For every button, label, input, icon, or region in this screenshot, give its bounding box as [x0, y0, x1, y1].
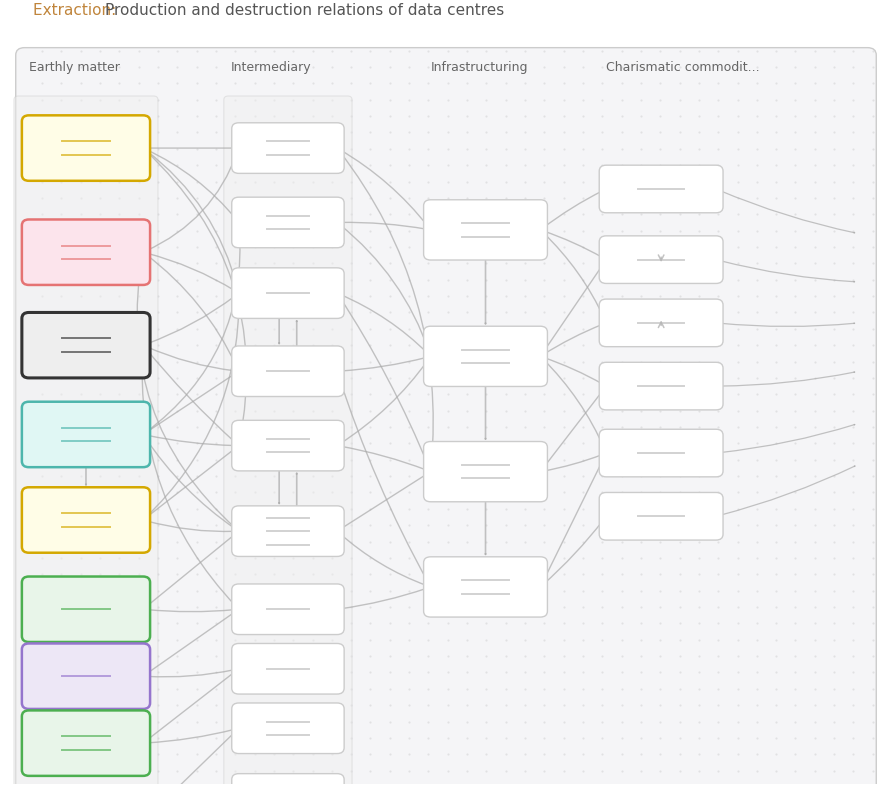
FancyArrowPatch shape [145, 254, 237, 367]
FancyBboxPatch shape [14, 96, 158, 791]
FancyArrowPatch shape [339, 296, 429, 467]
FancyArrowPatch shape [142, 348, 235, 606]
FancyBboxPatch shape [599, 299, 723, 346]
FancyArrowPatch shape [542, 232, 605, 319]
FancyBboxPatch shape [232, 197, 344, 248]
FancyArrowPatch shape [542, 263, 604, 354]
FancyArrowPatch shape [145, 611, 235, 675]
FancyArrowPatch shape [542, 358, 605, 449]
Text: Extraction:: Extraction: [33, 3, 121, 18]
FancyBboxPatch shape [424, 326, 548, 387]
FancyBboxPatch shape [232, 420, 344, 471]
FancyArrowPatch shape [719, 260, 855, 282]
FancyArrowPatch shape [542, 520, 604, 585]
FancyArrowPatch shape [543, 358, 602, 384]
FancyArrowPatch shape [340, 589, 426, 609]
FancyArrowPatch shape [145, 672, 235, 741]
Text: Infrastructuring: Infrastructuring [431, 61, 528, 74]
FancyBboxPatch shape [22, 643, 150, 709]
FancyArrowPatch shape [542, 324, 602, 355]
Text: Production and destruction relations of data centres: Production and destruction relations of … [105, 3, 505, 18]
FancyArrowPatch shape [145, 346, 235, 371]
FancyBboxPatch shape [424, 441, 548, 501]
FancyArrowPatch shape [145, 435, 235, 446]
FancyArrowPatch shape [339, 150, 434, 467]
Text: Earthly matter: Earthly matter [29, 61, 120, 74]
FancyArrowPatch shape [145, 437, 235, 528]
FancyArrowPatch shape [719, 190, 855, 233]
FancyBboxPatch shape [22, 789, 150, 791]
FancyArrowPatch shape [145, 297, 239, 518]
FancyArrowPatch shape [338, 374, 428, 583]
FancyArrowPatch shape [145, 227, 240, 433]
FancyArrowPatch shape [145, 152, 237, 251]
FancyArrowPatch shape [145, 520, 235, 532]
FancyBboxPatch shape [22, 402, 150, 467]
FancyArrowPatch shape [542, 191, 602, 229]
FancyBboxPatch shape [232, 268, 344, 319]
FancyArrowPatch shape [145, 609, 235, 611]
FancyArrowPatch shape [340, 358, 426, 371]
FancyArrowPatch shape [145, 296, 235, 344]
FancyBboxPatch shape [599, 362, 723, 410]
FancyArrowPatch shape [719, 425, 855, 452]
FancyBboxPatch shape [232, 506, 344, 556]
FancyBboxPatch shape [224, 96, 352, 791]
FancyBboxPatch shape [599, 430, 723, 477]
FancyBboxPatch shape [22, 219, 150, 285]
FancyArrowPatch shape [543, 455, 602, 471]
FancyBboxPatch shape [232, 774, 344, 791]
FancyArrowPatch shape [145, 149, 238, 289]
FancyBboxPatch shape [22, 577, 150, 642]
FancyArrowPatch shape [340, 294, 427, 354]
FancyArrowPatch shape [340, 474, 427, 530]
FancyArrowPatch shape [340, 222, 426, 229]
FancyArrowPatch shape [145, 150, 246, 441]
FancyArrowPatch shape [340, 360, 428, 444]
FancyArrowPatch shape [145, 448, 235, 518]
FancyBboxPatch shape [22, 710, 150, 776]
FancyBboxPatch shape [232, 584, 344, 634]
FancyArrowPatch shape [339, 224, 429, 352]
FancyArrowPatch shape [719, 323, 855, 327]
FancyArrowPatch shape [542, 389, 604, 469]
FancyBboxPatch shape [232, 703, 344, 754]
FancyArrowPatch shape [145, 149, 236, 219]
FancyBboxPatch shape [22, 487, 150, 553]
FancyArrowPatch shape [340, 149, 428, 226]
FancyBboxPatch shape [232, 643, 344, 694]
Text: Charismatic commodit...: Charismatic commodit... [607, 61, 760, 74]
FancyBboxPatch shape [599, 236, 723, 283]
FancyArrowPatch shape [137, 255, 235, 528]
FancyArrowPatch shape [719, 372, 855, 386]
FancyArrowPatch shape [541, 457, 605, 585]
FancyBboxPatch shape [424, 200, 548, 260]
FancyArrowPatch shape [145, 373, 235, 433]
FancyBboxPatch shape [16, 47, 876, 791]
FancyArrowPatch shape [145, 669, 235, 677]
FancyArrowPatch shape [339, 533, 426, 585]
FancyBboxPatch shape [22, 115, 150, 181]
FancyArrowPatch shape [145, 729, 235, 743]
FancyArrowPatch shape [145, 732, 235, 791]
FancyBboxPatch shape [232, 346, 344, 396]
FancyBboxPatch shape [22, 312, 150, 378]
FancyBboxPatch shape [599, 493, 723, 540]
FancyBboxPatch shape [424, 557, 548, 617]
FancyArrowPatch shape [145, 253, 235, 291]
FancyArrowPatch shape [543, 231, 602, 258]
Text: Intermediary: Intermediary [231, 61, 311, 74]
FancyBboxPatch shape [599, 165, 723, 213]
FancyArrowPatch shape [145, 534, 235, 607]
FancyArrowPatch shape [340, 446, 426, 470]
FancyBboxPatch shape [232, 123, 344, 173]
FancyArrowPatch shape [719, 466, 855, 516]
FancyArrowPatch shape [145, 347, 235, 443]
